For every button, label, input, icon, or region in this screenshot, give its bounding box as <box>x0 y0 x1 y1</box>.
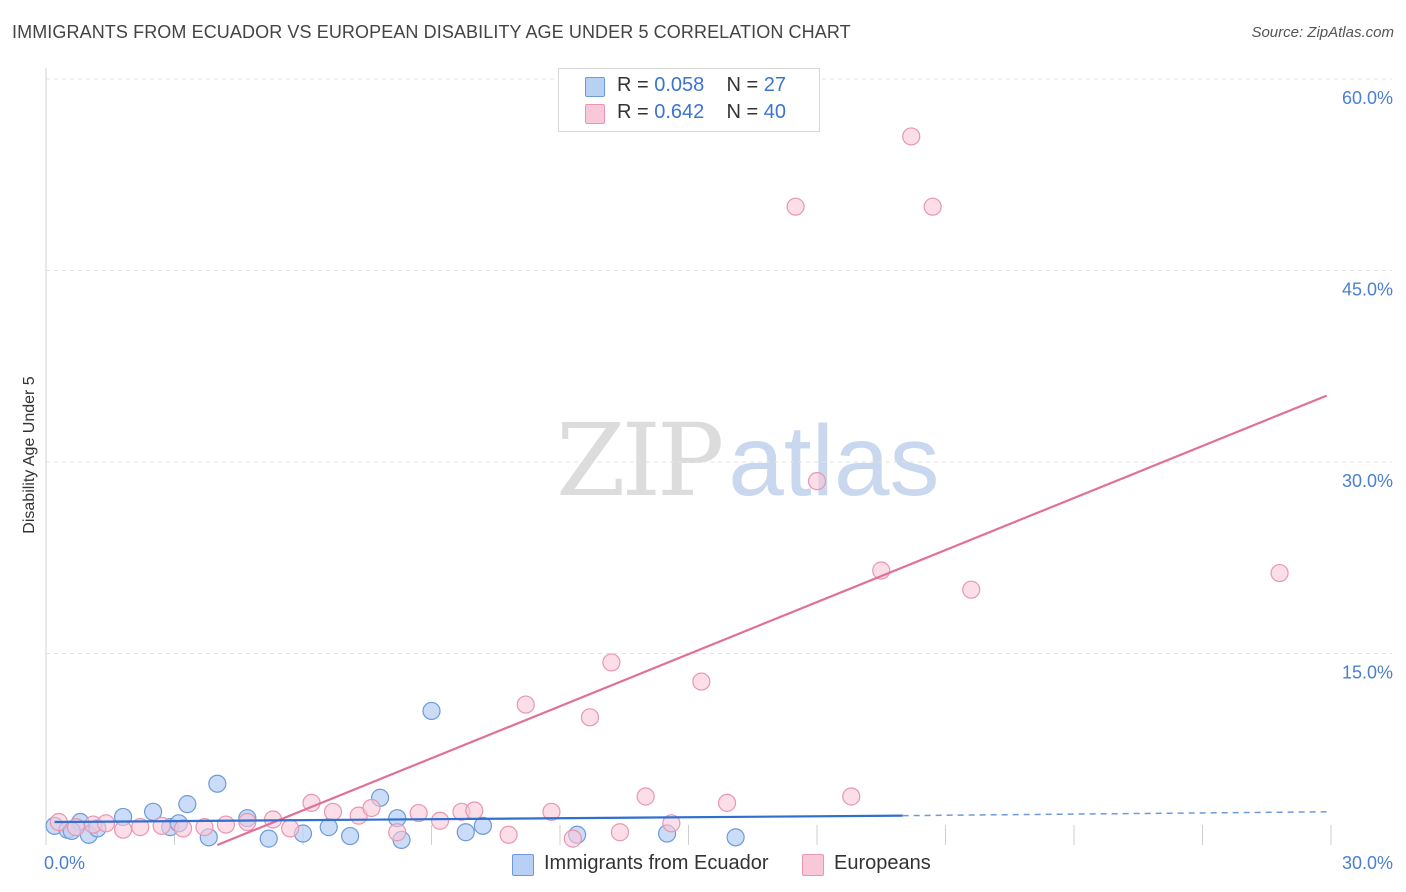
legend-n-label: N = <box>726 74 759 96</box>
europeans-point <box>962 580 981 599</box>
source-label: Source: ZipAtlas.com <box>1251 24 1394 41</box>
y-axis-label: Disability Age Under 5 <box>21 376 38 534</box>
legend-n-label: N = <box>726 101 759 123</box>
europeans-point <box>238 812 257 832</box>
legend-swatch-pink <box>585 104 605 124</box>
europeans-point <box>362 798 381 818</box>
trend-layer <box>54 394 1328 847</box>
ecuador-point <box>178 795 197 814</box>
series-name-ecuador: Immigrants from Ecuador <box>544 852 769 874</box>
ecuador-point <box>319 818 338 837</box>
x-tick-label: 30.0% <box>1342 853 1393 873</box>
europeans-point <box>465 801 484 820</box>
axis-layer <box>45 68 1332 845</box>
legend-swatch-blue <box>585 77 605 97</box>
europeans-point <box>216 815 235 834</box>
europeans-point <box>409 803 428 823</box>
europeans-point <box>113 820 133 839</box>
ecuador-point <box>456 823 475 842</box>
ecuador-point <box>473 816 492 835</box>
europeans-point <box>323 802 343 821</box>
europeans-point <box>173 819 193 838</box>
legend-r-label: R = <box>617 74 649 96</box>
ecuador-trend-line <box>54 814 903 824</box>
europeans-points <box>49 127 1289 848</box>
europeans-point <box>152 816 171 835</box>
europeans-point <box>563 829 582 848</box>
europeans-point <box>580 708 600 727</box>
europeans-point <box>195 818 214 837</box>
grid-layer <box>46 78 1392 654</box>
y-tick-label: 45.0% <box>1342 280 1393 300</box>
europeans-trend-line <box>216 394 1328 847</box>
ecuador-point <box>726 828 745 847</box>
europeans-point <box>499 825 518 844</box>
europeans-point <box>430 811 450 830</box>
europeans-point <box>516 695 535 714</box>
europeans-point <box>662 814 681 833</box>
europeans-point <box>902 127 921 146</box>
europeans-point <box>388 823 407 842</box>
europeans-point <box>807 472 827 491</box>
europeans-point <box>131 818 150 837</box>
europeans-point <box>96 814 116 833</box>
legend-r-value: 0.642 <box>654 101 705 123</box>
europeans-point <box>636 787 655 806</box>
europeans-point <box>786 197 805 216</box>
legend-n-value: 27 <box>763 74 787 96</box>
x-tick-label: 0.0% <box>44 853 85 873</box>
series-swatch-pink <box>802 854 824 876</box>
legend-r-value: 0.058 <box>654 74 705 96</box>
ecuador-point <box>422 701 441 721</box>
series-swatch-blue <box>512 854 534 876</box>
ecuador-point <box>341 826 360 846</box>
europeans-point <box>717 793 737 812</box>
watermark-atlas: atlas <box>728 405 940 517</box>
y-tick-label: 60.0% <box>1342 88 1393 108</box>
legend-r-label: R = <box>617 101 649 123</box>
ecuador-point <box>259 829 278 848</box>
watermark: ZIPatlas <box>556 402 940 519</box>
y-tick-label: 30.0% <box>1342 471 1393 491</box>
label-layer: 15.0% 30.0% 45.0% 60.0% 0.0% 30.0% Disability … <box>21 88 1393 873</box>
legend-n-value: 40 <box>763 101 787 123</box>
europeans-point <box>281 819 300 838</box>
chart-title: IMMIGRANTS FROM ECUADOR VS EUROPEAN DISA… <box>12 22 851 42</box>
europeans-point <box>542 802 561 821</box>
ecuador-point <box>208 774 227 793</box>
europeans-point <box>602 653 621 672</box>
europeans-point <box>842 787 861 806</box>
europeans-point <box>1270 563 1289 583</box>
europeans-point <box>610 823 630 842</box>
y-tick-label: 15.0% <box>1342 663 1393 683</box>
legend-text-ecuador: R = 0.058 N = 27 <box>617 74 786 97</box>
ecuador-trend-extension <box>902 811 1327 817</box>
stats-legend: R = 0.058 N = 27 R = 0.642 N = 40 <box>558 68 820 132</box>
europeans-point <box>692 672 711 691</box>
legend-text-europeans: R = 0.642 N = 40 <box>617 101 786 124</box>
watermark-zip: ZIP <box>556 402 724 519</box>
europeans-point <box>923 197 942 216</box>
series-name-europeans: Europeans <box>834 852 931 874</box>
